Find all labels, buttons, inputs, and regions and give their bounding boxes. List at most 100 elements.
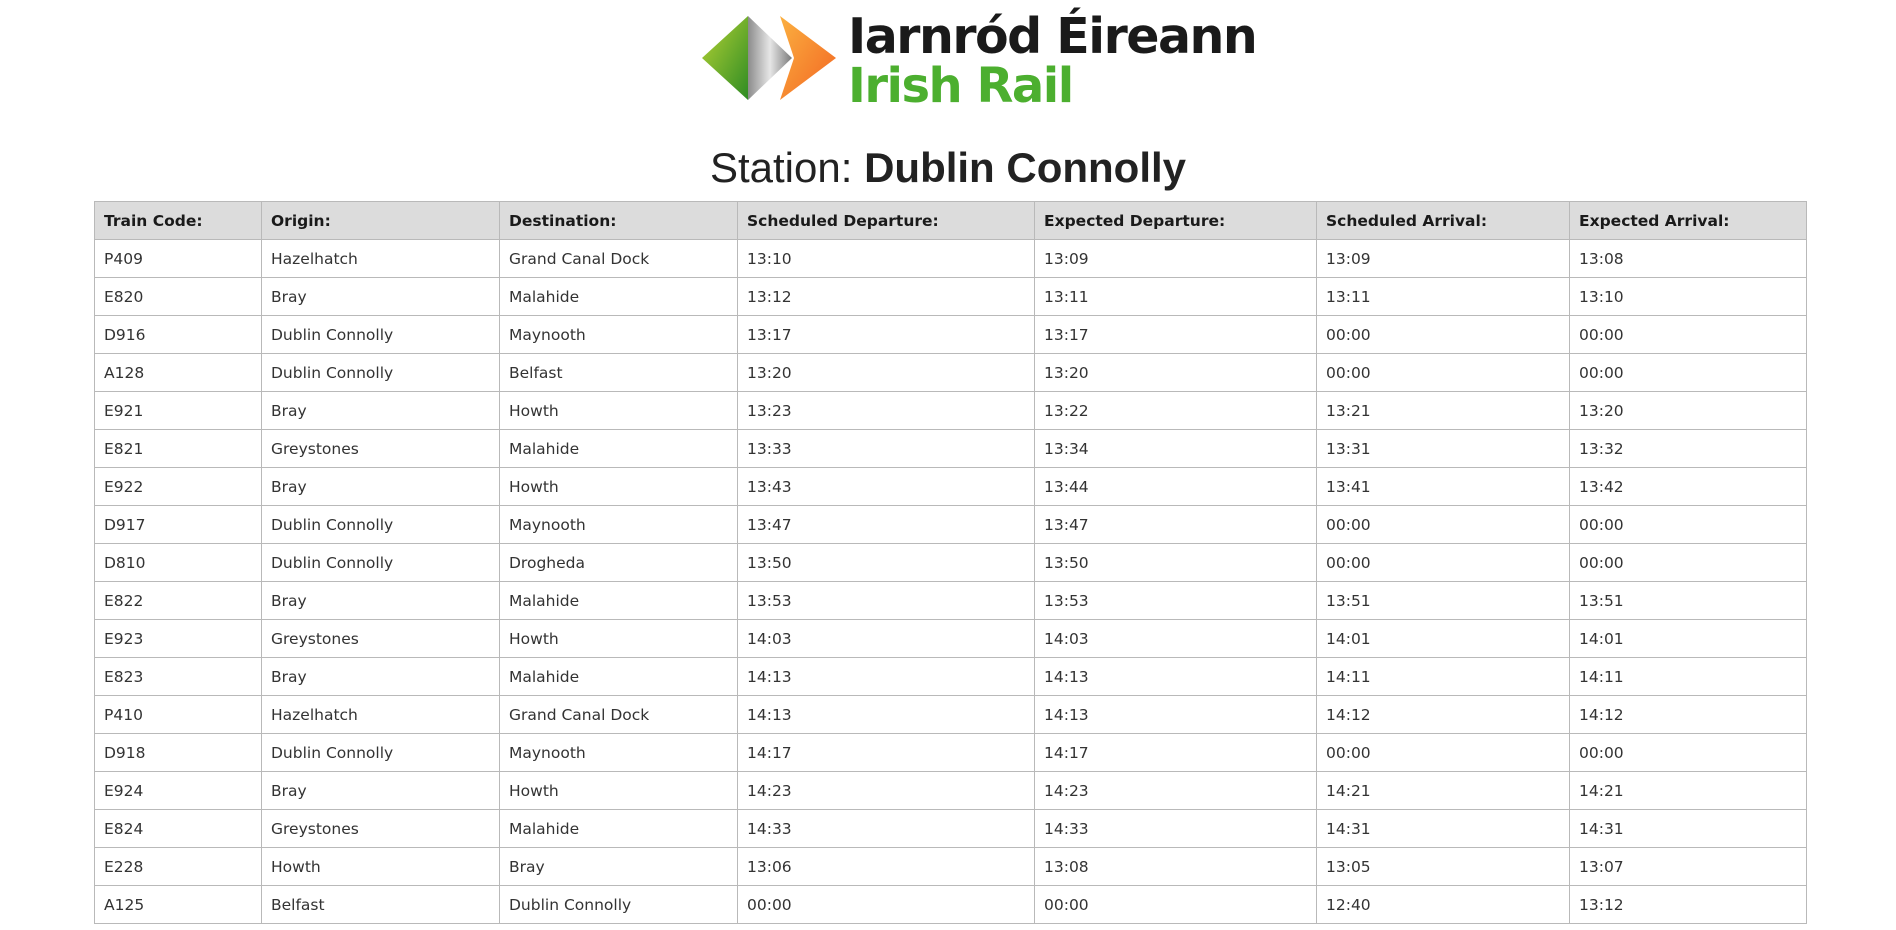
cell-destination: Howth [499,771,738,810]
cell-scheduled-departure: 14:17 [737,733,1035,772]
cell-scheduled-departure: 14:13 [737,695,1035,734]
cell-expected-departure: 13:47 [1034,505,1317,544]
table-row: E821 Greystones Malahide 13:33 13:34 13:31 13:… [94,429,1807,468]
cell-expected-arrival: 14:11 [1569,657,1807,696]
cell-destination: Bray [499,847,738,886]
logo-english-name: Irish Rail [848,58,1074,114]
cell-scheduled-arrival: 13:21 [1316,391,1570,430]
cell-scheduled-arrival: 13:09 [1316,239,1570,278]
cell-expected-arrival: 13:42 [1569,467,1807,506]
table-row: E923 Greystones Howth 14:03 14:03 14:01 14:01 [94,619,1807,658]
cell-train-code: A128 [94,353,262,392]
cell-scheduled-departure: 13:12 [737,277,1035,316]
cell-scheduled-departure: 13:17 [737,315,1035,354]
cell-scheduled-departure: 14:23 [737,771,1035,810]
cell-destination: Howth [499,391,738,430]
cell-scheduled-departure: 13:50 [737,543,1035,582]
header-scheduled-departure: Scheduled Departure: [737,201,1035,240]
table-row: E921 Bray Howth 13:23 13:22 13:21 13:20 [94,391,1807,430]
cell-scheduled-arrival: 14:11 [1316,657,1570,696]
table-row: P409 Hazelhatch Grand Canal Dock 13:10 13:09… [94,239,1807,278]
header-origin: Origin: [261,201,500,240]
cell-destination: Grand Canal Dock [499,239,738,278]
station-name: Dublin Connolly [864,144,1187,191]
page-title: Station: Dublin Connolly [0,142,1896,194]
cell-destination: Maynooth [499,505,738,544]
cell-expected-arrival: 00:00 [1569,543,1807,582]
cell-origin: Bray [261,277,500,316]
cell-scheduled-arrival: 00:00 [1316,315,1570,354]
cell-expected-arrival: 14:01 [1569,619,1807,658]
cell-scheduled-arrival: 13:31 [1316,429,1570,468]
cell-origin: Belfast [261,885,500,924]
cell-origin: Bray [261,581,500,620]
cell-expected-departure: 13:22 [1034,391,1317,430]
cell-origin: Bray [261,771,500,810]
table-row: E924 Bray Howth 14:23 14:23 14:21 14:21 [94,771,1807,810]
cell-expected-arrival: 13:10 [1569,277,1807,316]
cell-destination: Malahide [499,581,738,620]
cell-destination: Malahide [499,429,738,468]
cell-destination: Maynooth [499,733,738,772]
cell-expected-arrival: 13:12 [1569,885,1807,924]
table-row: E228 Howth Bray 13:06 13:08 13:05 13:07 [94,847,1807,886]
cell-origin: Greystones [261,429,500,468]
cell-train-code: D917 [94,505,262,544]
table-header-row: Train Code: Origin: Destination: Scheduled … [94,201,1807,240]
irish-rail-logo-mark [702,16,836,100]
irish-rail-logo: Iarnród Éireann Irish Rail [700,10,1258,114]
cell-expected-arrival: 13:51 [1569,581,1807,620]
cell-origin: Dublin Connolly [261,315,500,354]
cell-expected-departure: 13:11 [1034,277,1317,316]
cell-origin: Howth [261,847,500,886]
cell-origin: Dublin Connolly [261,543,500,582]
cell-expected-departure: 13:09 [1034,239,1317,278]
cell-train-code: E821 [94,429,262,468]
cell-destination: Belfast [499,353,738,392]
cell-expected-arrival: 14:21 [1569,771,1807,810]
cell-expected-arrival: 13:32 [1569,429,1807,468]
cell-expected-arrival: 00:00 [1569,733,1807,772]
cell-train-code: P409 [94,239,262,278]
cell-scheduled-departure: 13:47 [737,505,1035,544]
cell-destination: Maynooth [499,315,738,354]
cell-train-code: E228 [94,847,262,886]
cell-expected-departure: 14:13 [1034,657,1317,696]
table-row: E820 Bray Malahide 13:12 13:11 13:11 13:10 [94,277,1807,316]
cell-train-code: E924 [94,771,262,810]
cell-origin: Bray [261,391,500,430]
cell-scheduled-arrival: 00:00 [1316,733,1570,772]
cell-expected-departure: 14:17 [1034,733,1317,772]
cell-destination: Drogheda [499,543,738,582]
cell-origin: Dublin Connolly [261,353,500,392]
cell-scheduled-arrival: 00:00 [1316,353,1570,392]
cell-scheduled-arrival: 13:51 [1316,581,1570,620]
table-row: D918 Dublin Connolly Maynooth 14:17 14:17 00:… [94,733,1807,772]
table-row: E822 Bray Malahide 13:53 13:53 13:51 13:51 [94,581,1807,620]
cell-origin: Greystones [261,809,500,848]
cell-expected-departure: 13:17 [1034,315,1317,354]
cell-expected-departure: 13:53 [1034,581,1317,620]
cell-scheduled-arrival: 14:31 [1316,809,1570,848]
cell-scheduled-arrival: 14:21 [1316,771,1570,810]
table-row: D916 Dublin Connolly Maynooth 13:17 13:17 00:… [94,315,1807,354]
cell-scheduled-arrival: 00:00 [1316,543,1570,582]
cell-destination: Malahide [499,277,738,316]
cell-destination: Howth [499,467,738,506]
header-expected-arrival: Expected Arrival: [1569,201,1807,240]
cell-expected-departure: 14:33 [1034,809,1317,848]
timetable: Train Code: Origin: Destination: Scheduled … [94,201,1807,924]
cell-train-code: D918 [94,733,262,772]
cell-expected-departure: 14:23 [1034,771,1317,810]
cell-scheduled-departure: 13:10 [737,239,1035,278]
cell-train-code: E923 [94,619,262,658]
cell-expected-arrival: 13:07 [1569,847,1807,886]
cell-expected-arrival: 13:20 [1569,391,1807,430]
cell-expected-arrival: 14:31 [1569,809,1807,848]
cell-origin: Greystones [261,619,500,658]
cell-expected-arrival: 00:00 [1569,353,1807,392]
cell-train-code: E921 [94,391,262,430]
cell-scheduled-departure: 00:00 [737,885,1035,924]
cell-train-code: D916 [94,315,262,354]
cell-scheduled-departure: 13:20 [737,353,1035,392]
